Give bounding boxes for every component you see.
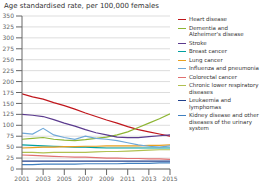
svg-text:2013: 2013 xyxy=(141,175,156,182)
svg-text:2005: 2005 xyxy=(57,175,72,182)
svg-text:2001: 2001 xyxy=(14,175,29,182)
html-text:Stroke: Stroke xyxy=(189,39,207,46)
svg-text:2007: 2007 xyxy=(78,175,93,182)
html-text:Breast cancer: Breast cancer xyxy=(189,48,227,54)
svg-text:175: 175 xyxy=(8,89,14,96)
html-text:Dementia and: Dementia and xyxy=(189,24,228,31)
html-text:system: system xyxy=(189,125,209,131)
html-text:diseases of the urinary: diseases of the urinary xyxy=(189,118,252,125)
svg-text:2009: 2009 xyxy=(99,175,114,182)
svg-text:300: 300 xyxy=(8,34,14,41)
svg-text:0: 0 xyxy=(10,165,14,172)
svg-text:2003: 2003 xyxy=(36,175,51,182)
svg-text:200: 200 xyxy=(8,78,14,85)
svg-text:250: 250 xyxy=(8,56,14,63)
html-text:Alzheimer's disease: Alzheimer's disease xyxy=(189,31,244,37)
html-text:Kidney disease and other: Kidney disease and other xyxy=(189,112,259,118)
html-text:Chronic lower respiratory: Chronic lower respiratory xyxy=(189,82,259,88)
html-text:diseases: diseases xyxy=(189,88,213,95)
html-text:Leukaemia and: Leukaemia and xyxy=(189,97,231,103)
svg-text:100: 100 xyxy=(8,121,14,128)
svg-text:2011: 2011 xyxy=(120,175,135,182)
svg-text:275: 275 xyxy=(8,45,14,52)
svg-text:2015: 2015 xyxy=(162,175,177,182)
svg-text:50: 50 xyxy=(8,143,14,150)
svg-text:350: 350 xyxy=(8,12,14,19)
svg-text:150: 150 xyxy=(8,100,14,107)
html-text:Influenza and pneumonia: Influenza and pneumonia xyxy=(189,65,259,71)
svg-text:125: 125 xyxy=(8,110,14,117)
html-text:lymphomas: lymphomas xyxy=(189,103,222,110)
svg-text:325: 325 xyxy=(8,23,14,30)
html-text:Lung cancer: Lung cancer xyxy=(189,56,223,63)
html-text:Heart disease: Heart disease xyxy=(189,16,227,22)
svg-text:75: 75 xyxy=(8,132,14,139)
svg-text:25: 25 xyxy=(8,154,14,161)
svg-text:225: 225 xyxy=(8,67,14,74)
html-text:Colorectal cancer: Colorectal cancer xyxy=(189,73,237,80)
html-text:Age standardised rate, per 100: Age standardised rate, per 100,000 femal… xyxy=(4,2,159,10)
